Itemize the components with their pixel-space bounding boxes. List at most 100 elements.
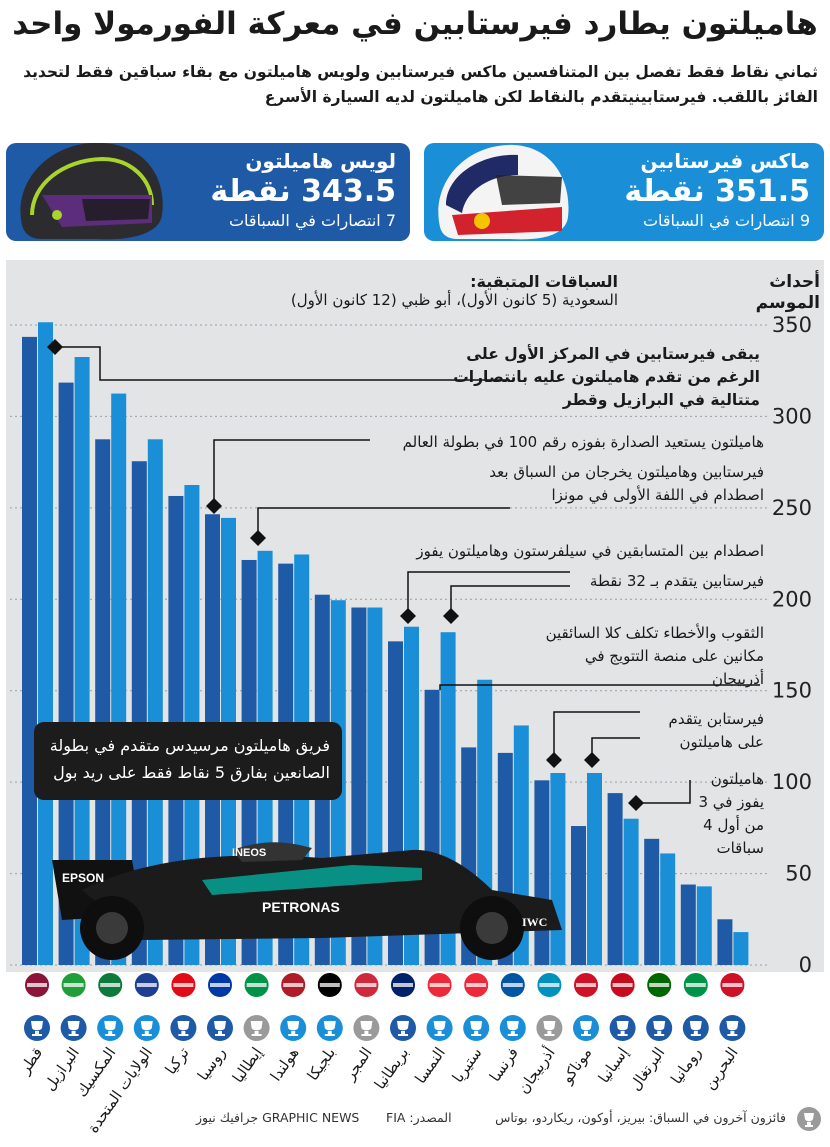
trophy-icon-18: [682, 1015, 709, 1041]
leader-marker-7: [584, 752, 600, 768]
flag-icon-18: [681, 971, 710, 999]
flag-icon-16: [608, 971, 637, 999]
car-petronas-text: PETRONAS: [262, 899, 340, 915]
bar-verstappen-17: [660, 853, 676, 965]
leader-marker-2: [250, 530, 266, 546]
hamilton-points: 343.5: [301, 174, 396, 209]
leader-marker-8: [628, 795, 644, 811]
trophy-shape-3: [140, 1021, 153, 1036]
trophy-legend-icon: [797, 1107, 821, 1131]
trophy-icon-16: [609, 1015, 636, 1041]
hamilton-name: لويس هاميلتون: [245, 149, 396, 173]
flag-icon-3: [132, 971, 161, 999]
trophy-shape-10: [397, 1021, 409, 1036]
trophy-icon-12: [463, 1015, 490, 1041]
flag-stripe-8: [319, 983, 340, 987]
flag-stripe-4: [173, 983, 194, 987]
country-label-14: أذربيجان: [513, 1043, 558, 1097]
trophy-icon-4: [170, 1015, 197, 1041]
leader-marker-3: [400, 608, 416, 624]
flag-stripe-5: [210, 983, 230, 987]
footer-others: فائزون آخرون في السباق: بيريز، أوكون، ري…: [495, 1110, 786, 1125]
flag-icon-8: [315, 971, 344, 999]
trophy-icon-14: [536, 1015, 563, 1041]
flag-icon-6: [242, 971, 271, 999]
trophy-shape-2: [104, 1021, 117, 1036]
trophy-shape-17: [653, 1021, 666, 1036]
country-label-4: تركيا: [161, 1044, 192, 1078]
annotation-silverstone: اصطدام بين المتسابقين في سيلفرستون وهامي…: [416, 542, 764, 560]
flag-icon-19: [718, 971, 747, 999]
footer-source: المصدر: FIA: [386, 1110, 452, 1125]
hamilton-panel: لويس هاميلتون 343.5 نقطة 7 انتصارات في ا…: [6, 143, 410, 241]
trophy-icon-13: [499, 1015, 526, 1041]
leader-line-4: [450, 585, 570, 616]
flag-stripe-9: [356, 983, 377, 987]
flag-stripe-6: [246, 983, 267, 987]
trophy-shape-5: [214, 1021, 226, 1036]
bar-verstappen-15: [587, 773, 602, 965]
trophy-shape-14: [543, 1021, 556, 1036]
bar-hamilton-3: [131, 461, 147, 965]
bar-hamilton-0: [22, 336, 37, 965]
country-label-0: قطر: [15, 1044, 46, 1078]
trophy-icon-8: [316, 1015, 343, 1041]
country-label-16: إسبانيا: [595, 1044, 632, 1086]
remaining-heading: السباقات المتبقية:: [470, 272, 618, 291]
leader-line-0: [55, 346, 510, 381]
flag-icon-13: [498, 971, 527, 999]
bar-hamilton-1: [58, 382, 74, 966]
trophy-icon-7: [280, 1015, 307, 1041]
flag-stripe-12: [466, 983, 487, 987]
verstappen-points-unit: نقطة: [624, 174, 705, 209]
flag-icon-15: [572, 971, 600, 999]
trophy-icon-11: [426, 1015, 453, 1041]
leader-line-6: [553, 711, 640, 760]
flag-stripe-18: [685, 983, 706, 987]
trophy-icon-6: [243, 1015, 270, 1041]
leader-marker-6: [546, 752, 562, 768]
y-tick-label-150: 150: [772, 679, 812, 703]
flag-icon-10: [389, 971, 417, 999]
trophy-shape-11: [433, 1021, 446, 1036]
car-epson-text: EPSON: [62, 871, 104, 885]
leader-line-5: [439, 684, 760, 690]
country-label-12: ستيريا: [449, 1044, 486, 1086]
trophy-shape-13: [506, 1021, 519, 1036]
bar-hamilton-19: [717, 919, 733, 965]
bar-verstappen-0: [38, 322, 53, 965]
trophy-icon-2: [97, 1015, 124, 1041]
leader-line-1: [213, 439, 370, 506]
bar-verstappen-18: [696, 886, 712, 965]
bar-hamilton-15: [571, 826, 586, 965]
trophy-shape-8: [323, 1021, 336, 1036]
flag-icon-14: [535, 971, 564, 999]
trophy-shape-16: [616, 1021, 629, 1036]
trophy-shape-18: [689, 1021, 702, 1036]
flag-stripe-15: [576, 983, 596, 987]
trophy-shape-4: [177, 1021, 190, 1036]
bar-verstappen-1: [74, 357, 90, 965]
flag-stripe-13: [502, 983, 523, 987]
country-label-6: إيطاليا: [229, 1044, 266, 1086]
annotation-azerbaijan: الثقوب والأخطاء تكلف كلا السائقين مكانين…: [545, 624, 764, 688]
page-title: هاميلتون يطارد فيرستابين في معركة الفورم…: [12, 6, 818, 42]
bar-verstappen-16: [623, 818, 639, 965]
y-tick-label-0: 0: [799, 953, 812, 977]
verstappen-helmet-icon: [438, 144, 569, 240]
country-label-10: بريطانيا: [371, 1044, 413, 1093]
y-tick-label-50: 50: [785, 862, 812, 886]
flag-stripe-16: [612, 983, 633, 987]
flag-icon-17: [645, 971, 674, 999]
flag-icon-11: [425, 971, 454, 999]
country-label-9: المجر: [340, 1044, 376, 1084]
flag-stripe-1: [63, 983, 84, 987]
annotation-100th-win: هاميلتون يستعيد الصدارة بفوزه رقم 100 في…: [402, 433, 764, 451]
car-iwc-text: IWC: [522, 915, 547, 929]
flag-stripe-7: [283, 983, 304, 987]
verstappen-name: ماكس فيرستابين: [640, 149, 810, 173]
annotation-brazil-qatar: يبقى فيرستابين في المركز الأول على الرغم…: [453, 345, 760, 409]
flag-icon-0: [23, 971, 51, 999]
leader-marker-0: [47, 339, 63, 355]
flag-icon-7: [279, 971, 308, 999]
